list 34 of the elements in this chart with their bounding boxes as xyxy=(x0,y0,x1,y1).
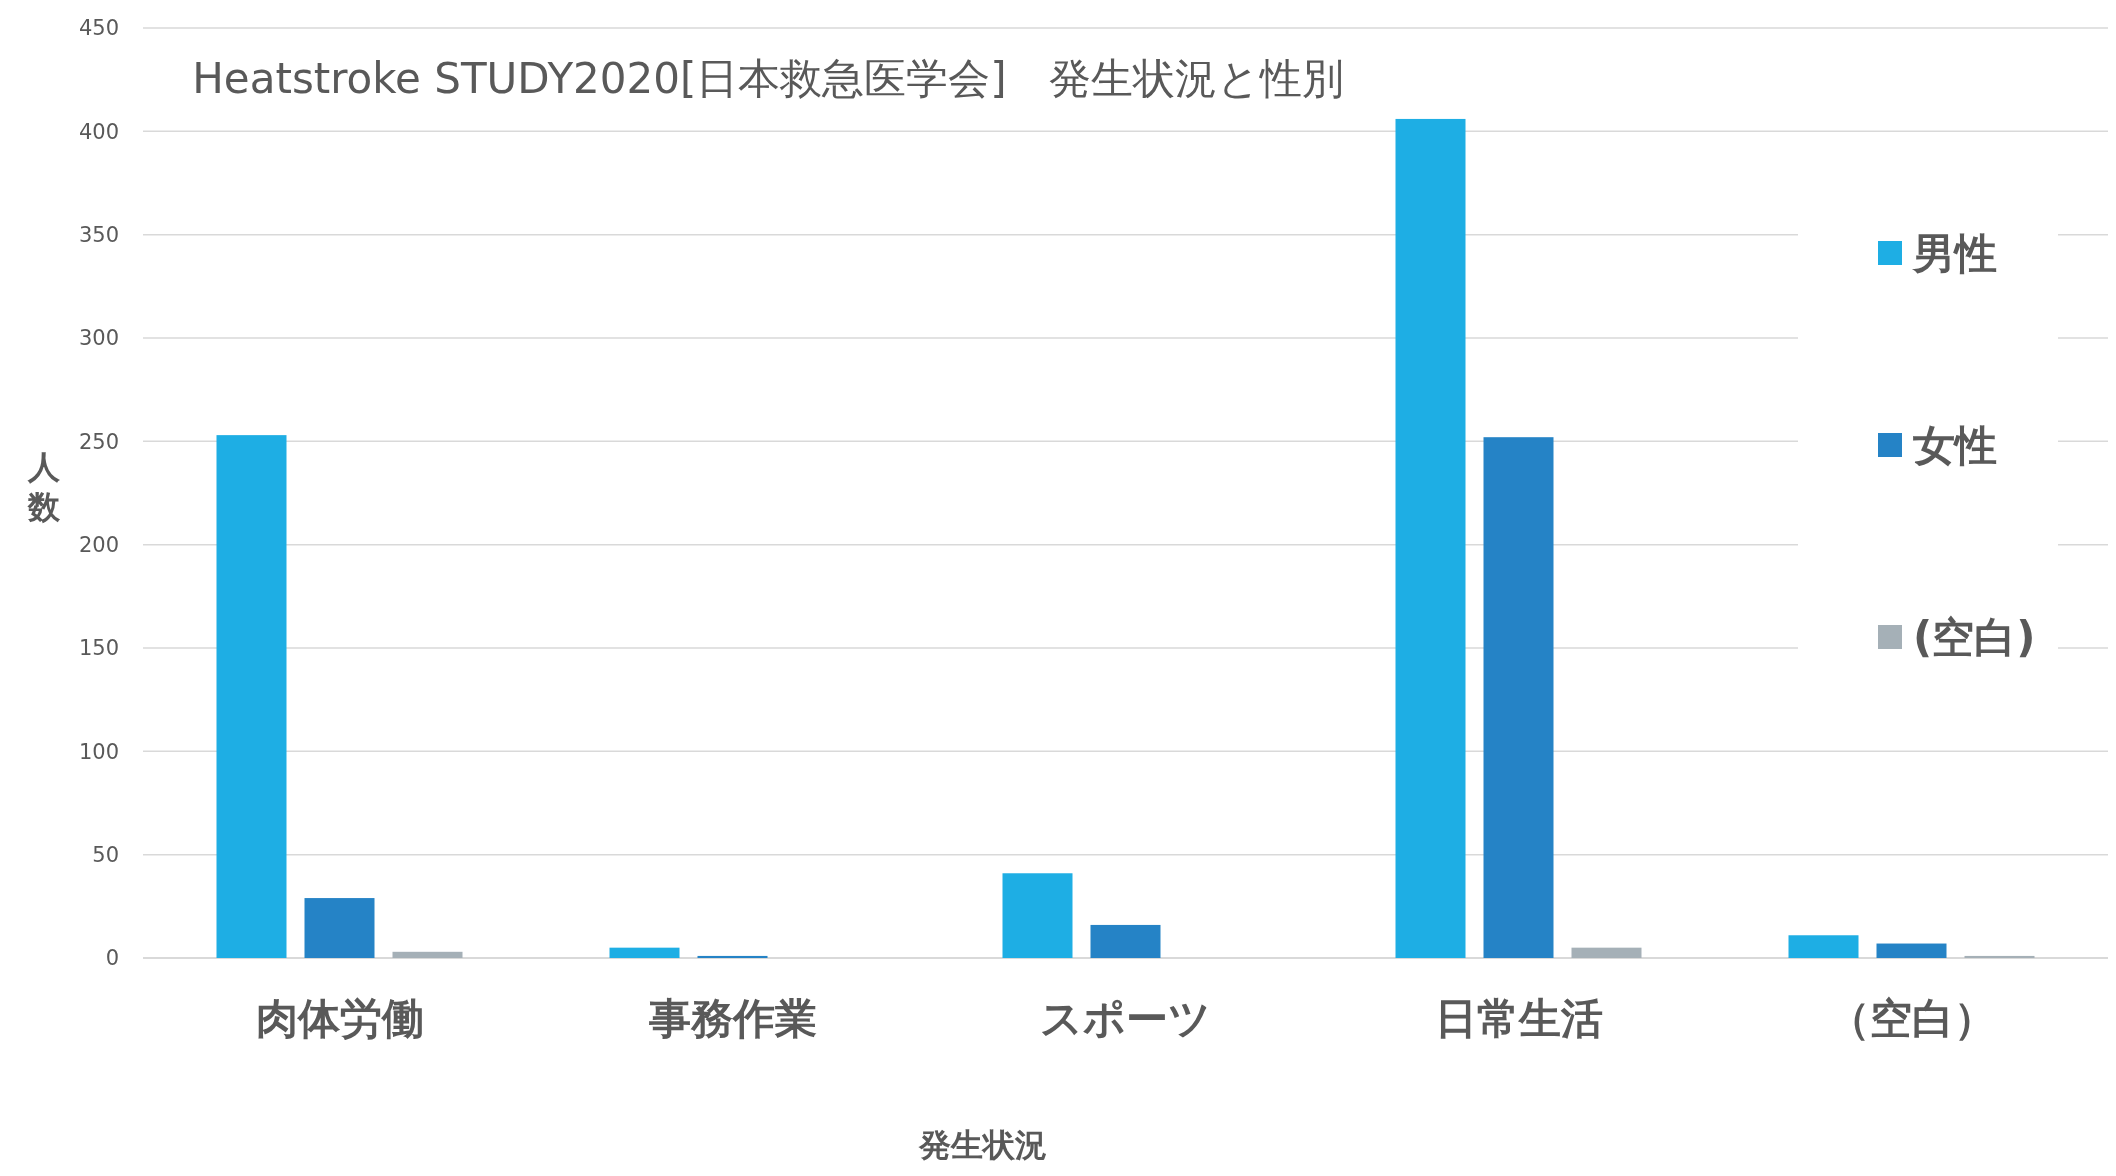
bar xyxy=(1876,943,1947,958)
bar xyxy=(216,435,287,958)
x-tick-label: （空白） xyxy=(1827,994,1996,1043)
y-tick-label: 150 xyxy=(78,636,119,661)
bar xyxy=(1090,924,1161,958)
bar xyxy=(304,898,375,958)
y-tick-label: 350 xyxy=(78,223,119,248)
legend-label: (空白) xyxy=(1913,612,2036,662)
y-tick-label: 450 xyxy=(78,16,119,41)
y-tick-label: 300 xyxy=(78,326,119,351)
bar xyxy=(1788,935,1859,958)
text: Heatstroke STUDY2020[日本救急医学会] 発生状況と性別 xyxy=(192,54,1344,103)
bar xyxy=(1483,437,1554,958)
y-tick-label: 200 xyxy=(78,533,119,558)
bar xyxy=(609,947,680,958)
bar xyxy=(697,955,768,958)
x-tick-label: 日常生活 xyxy=(1434,994,1603,1043)
y-tick-label: 0 xyxy=(105,946,119,971)
legend-label: 女性 xyxy=(1912,420,1997,470)
y-tick-label: 250 xyxy=(78,429,119,454)
bar xyxy=(1964,955,2035,958)
y-tick-label: 400 xyxy=(78,119,119,144)
y-tick-label: 100 xyxy=(78,739,119,764)
x-tick-label: 事務作業 xyxy=(647,994,817,1043)
x-tick-label: 肉体労働 xyxy=(255,994,424,1043)
y-axis-title: 人数 xyxy=(27,448,61,526)
bar xyxy=(1395,118,1466,958)
bar xyxy=(392,951,463,958)
y-tick-label: 50 xyxy=(92,843,119,868)
x-tick-label: スポーツ xyxy=(1040,994,1211,1043)
bar xyxy=(1002,873,1073,958)
bar xyxy=(1571,947,1642,958)
legend-label: 男性 xyxy=(1911,228,1997,278)
x-axis-title: 発生状況 xyxy=(918,1126,1047,1164)
